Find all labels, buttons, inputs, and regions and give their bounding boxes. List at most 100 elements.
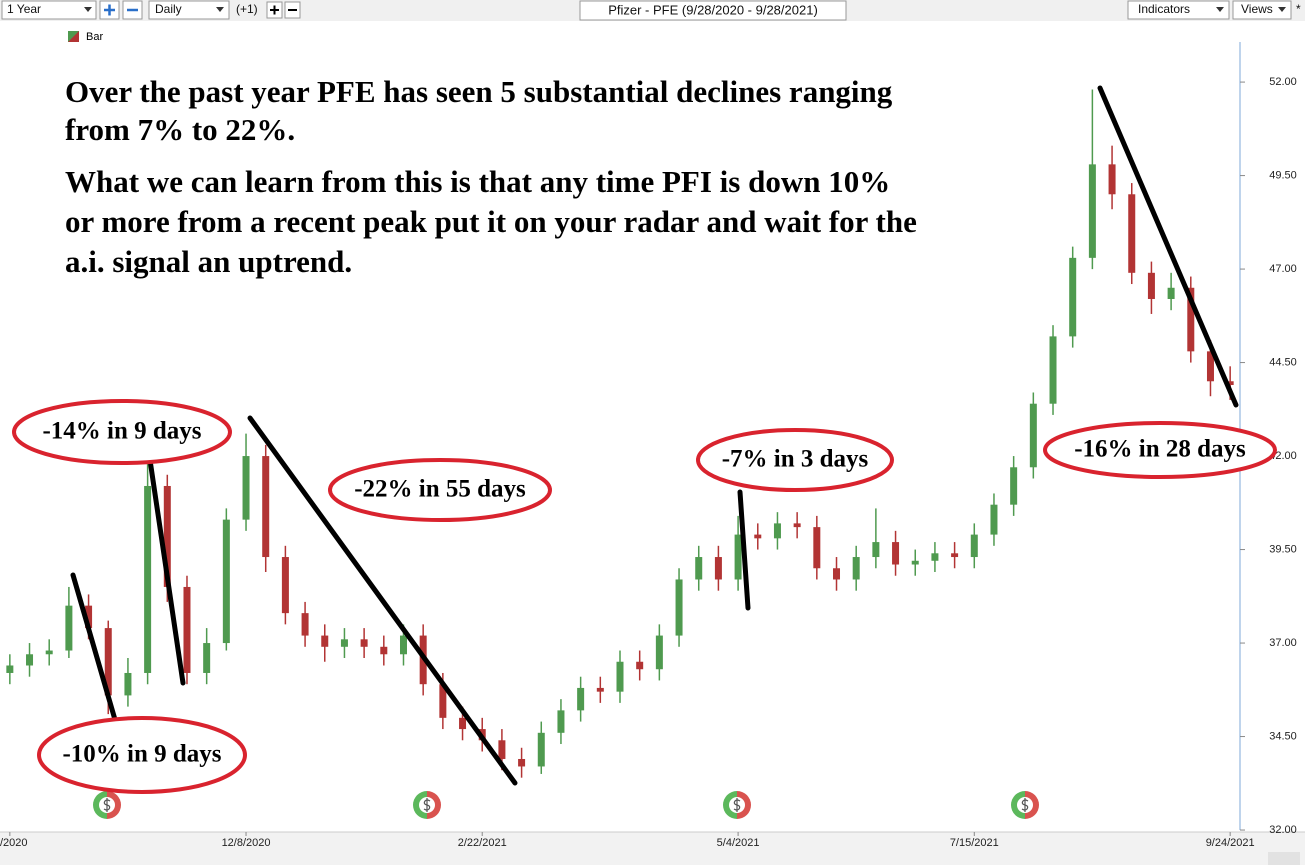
candle-body: [1010, 467, 1018, 505]
callout-label: -10% in 9 days: [62, 741, 221, 768]
headline: Over the past year PFE has seen 5 substa…: [65, 74, 893, 109]
x-tick-label: 7/15/2021: [950, 837, 999, 849]
candle-body: [951, 553, 959, 558]
scroll-handle[interactable]: [1268, 852, 1300, 865]
candle-body: [852, 557, 860, 580]
period-select[interactable]: [1, 0, 97, 20]
candle-body: [695, 557, 703, 580]
candle-body: [1108, 164, 1116, 195]
candle-body: [163, 485, 171, 587]
interval: Daily: [155, 2, 182, 16]
trend-line: [1097, 85, 1239, 408]
callout-ellipse: [1043, 421, 1277, 479]
y-tick-label: 52.00: [1269, 76, 1297, 88]
y-tick-label: 34.50: [1269, 730, 1297, 742]
dropdown-arrow: [84, 7, 92, 12]
plus-icon: [270, 5, 279, 15]
callout-ellipse: [328, 458, 552, 522]
candle-body: [872, 542, 880, 558]
candle-body: [459, 717, 467, 730]
callout-label: -14% in 9 days: [42, 418, 201, 445]
callout-ellipse: [12, 399, 232, 465]
candle-body: [183, 586, 191, 673]
candle-body: [85, 605, 93, 629]
legend-swatch: [68, 31, 79, 42]
candle-body: [655, 635, 663, 670]
x-tick-label: 12/8/2020: [222, 837, 271, 849]
plus-icon: [104, 4, 115, 16]
chart-title: Pfizer - PFE (9/28/2020 - 9/28/2021): [608, 2, 818, 17]
views: Views: [1241, 2, 1273, 16]
x-tick-label: 2/22/2021: [458, 837, 507, 849]
callout-label: -7% in 3 days: [722, 446, 869, 473]
x-tick-label: 9/24/2021: [1206, 837, 1255, 849]
trend-line: [737, 489, 751, 611]
candle-body: [399, 635, 407, 655]
candle-body: [1226, 381, 1234, 386]
candle-body: [537, 732, 545, 767]
candle-body: [616, 661, 624, 692]
callout-ellipse: [37, 716, 247, 794]
y-tick-label: 32.00: [1269, 824, 1297, 836]
candle-body: [1206, 351, 1214, 382]
candle-body: [1069, 257, 1077, 337]
candle-body: [26, 654, 34, 666]
x-axis-band: [0, 832, 1305, 865]
views-select[interactable]: [1232, 0, 1292, 20]
candle-body: [124, 672, 132, 696]
candle-body: [931, 553, 939, 561]
trend-line: [247, 415, 518, 786]
candle-body: [675, 579, 683, 636]
interval-select[interactable]: [148, 0, 230, 20]
headline: from 7% to 22%.: [65, 112, 295, 147]
title-box: [579, 0, 847, 21]
candle-body: [321, 635, 329, 647]
candle-body: [518, 758, 526, 767]
note: What we can learn from this is that any …: [65, 164, 890, 199]
candle-body: [360, 639, 368, 647]
candle-body: [892, 542, 900, 565]
candle-body: [222, 519, 230, 644]
dollar-icon: [733, 798, 741, 812]
indicators-select[interactable]: [1127, 0, 1230, 20]
callout-label: -16% in 28 days: [1074, 436, 1246, 463]
candle-body: [45, 650, 53, 655]
y-tick-label: 49.50: [1269, 169, 1297, 181]
candle-body: [281, 557, 289, 614]
note: or more from a recent peak put it on you…: [65, 204, 917, 239]
candle-body: [636, 661, 644, 670]
candle-body: [203, 643, 211, 673]
offset: (+1): [236, 2, 258, 16]
candle-body: [301, 613, 309, 636]
y-tick-label: 47.00: [1269, 263, 1297, 275]
candle-body: [1029, 403, 1037, 468]
candle-body: [990, 504, 998, 535]
candle-body: [1187, 287, 1195, 352]
callout-ellipse: [696, 428, 894, 492]
candle-body: [1049, 336, 1057, 404]
candle-body: [813, 527, 821, 569]
candle-body: [596, 687, 604, 692]
candle-body: [242, 456, 250, 520]
candle-body: [340, 639, 348, 647]
candle-body: [498, 740, 506, 759]
candle-body: [65, 605, 73, 651]
callout-label: -22% in 55 days: [354, 476, 526, 503]
y-tick-label: 44.50: [1269, 356, 1297, 368]
candle-body: [577, 687, 585, 711]
dropdown-arrow: [216, 7, 224, 12]
candle-body: [144, 485, 152, 673]
candle-body: [1088, 164, 1096, 258]
note: a.i. signal an uptrend.: [65, 244, 352, 279]
candle-body: [104, 628, 112, 696]
dropdown-arrow: [1278, 7, 1286, 12]
dollar-icon: [423, 798, 431, 812]
dropdown-arrow: [1216, 7, 1224, 12]
candle-body: [6, 665, 14, 673]
candle-body: [714, 557, 722, 580]
y-tick-label: 37.00: [1269, 637, 1297, 649]
candle-body: [773, 523, 781, 539]
candle-body: [1167, 287, 1175, 299]
candle-body: [754, 534, 762, 539]
x-tick-label: 5/4/2021: [717, 837, 760, 849]
